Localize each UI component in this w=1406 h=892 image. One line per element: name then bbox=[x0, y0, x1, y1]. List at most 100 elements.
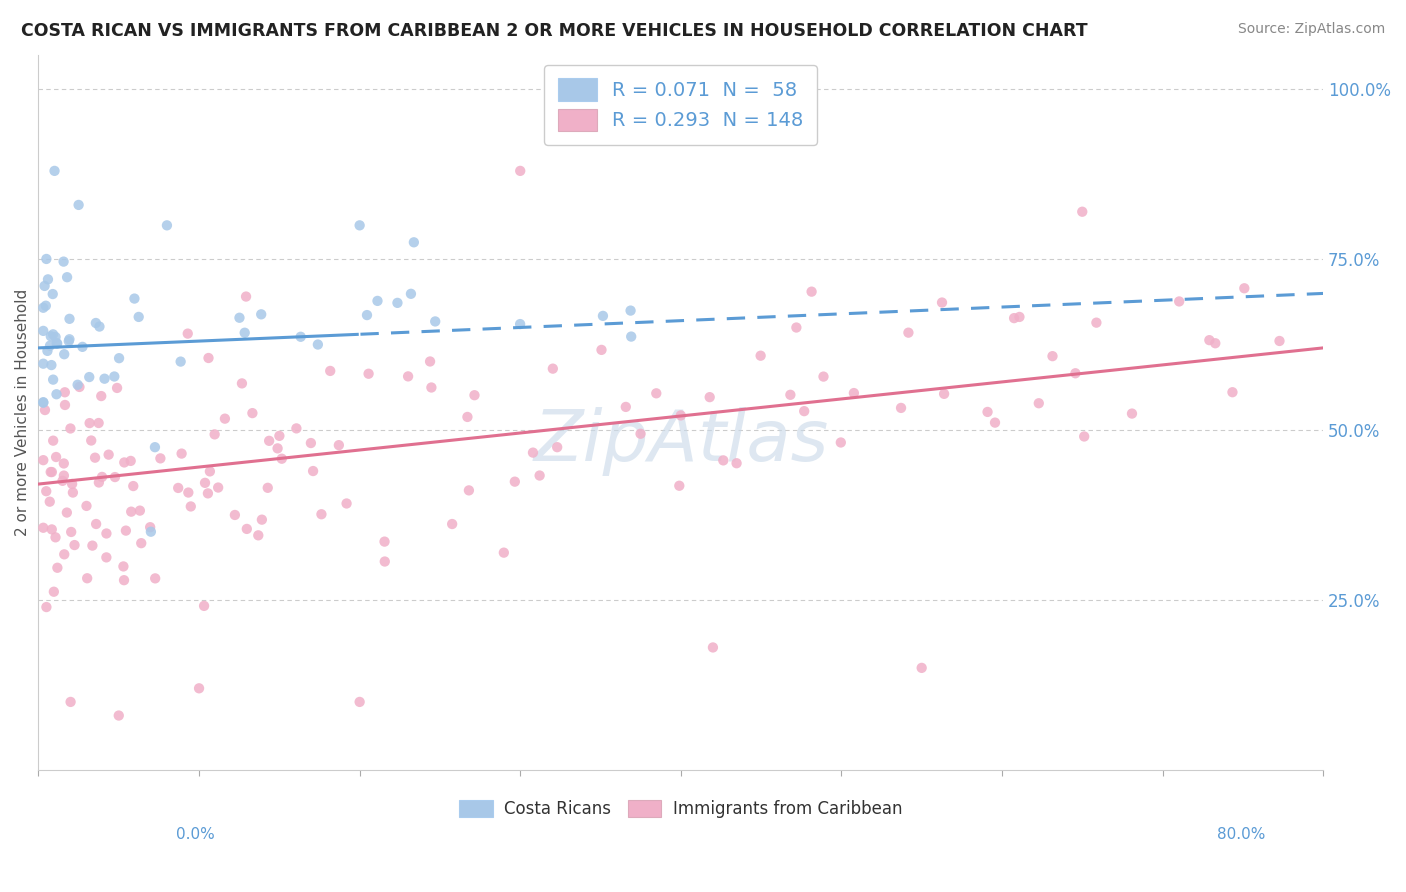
Point bbox=[82, 539, 104, 553]
Point bbox=[35, 252, 58, 266]
Point bbox=[149, 451, 172, 466]
Point bbox=[1028, 396, 1050, 410]
Point bbox=[319, 364, 342, 378]
Point bbox=[290, 330, 312, 344]
Point bbox=[976, 405, 998, 419]
Point bbox=[32, 395, 55, 409]
Point bbox=[1121, 407, 1143, 421]
Point bbox=[32, 357, 55, 371]
Point bbox=[67, 198, 90, 212]
Point bbox=[793, 404, 815, 418]
Point bbox=[349, 695, 371, 709]
Point bbox=[76, 499, 98, 513]
Point bbox=[285, 421, 308, 435]
Point bbox=[458, 483, 481, 498]
Point bbox=[87, 475, 110, 490]
Point bbox=[177, 326, 200, 341]
Point bbox=[546, 440, 568, 454]
Point bbox=[842, 386, 865, 401]
Point bbox=[42, 434, 65, 448]
Point bbox=[156, 219, 179, 233]
Point bbox=[170, 447, 193, 461]
Point bbox=[463, 388, 485, 402]
Point bbox=[984, 416, 1007, 430]
Point bbox=[197, 486, 219, 500]
Point bbox=[58, 332, 80, 346]
Point bbox=[387, 296, 409, 310]
Point bbox=[34, 403, 56, 417]
Point bbox=[112, 455, 135, 469]
Point bbox=[52, 457, 75, 471]
Point bbox=[911, 661, 934, 675]
Point bbox=[228, 310, 250, 325]
Point bbox=[32, 521, 55, 535]
Point bbox=[1233, 281, 1256, 295]
Point bbox=[112, 559, 135, 574]
Point bbox=[38, 494, 60, 508]
Point bbox=[785, 320, 807, 334]
Point bbox=[167, 481, 190, 495]
Point bbox=[800, 285, 823, 299]
Point bbox=[56, 270, 79, 285]
Point bbox=[813, 369, 835, 384]
Point bbox=[53, 547, 76, 561]
Point bbox=[932, 387, 955, 401]
Point bbox=[45, 330, 67, 344]
Point bbox=[402, 235, 425, 250]
Point bbox=[931, 295, 953, 310]
Point bbox=[266, 442, 288, 456]
Point bbox=[107, 708, 129, 723]
Point bbox=[87, 416, 110, 430]
Point bbox=[456, 409, 478, 424]
Point bbox=[35, 600, 58, 615]
Point bbox=[591, 343, 613, 357]
Point bbox=[39, 465, 62, 479]
Point bbox=[37, 272, 59, 286]
Point bbox=[224, 508, 246, 522]
Point bbox=[247, 528, 270, 542]
Point bbox=[129, 536, 152, 550]
Point bbox=[56, 506, 79, 520]
Point bbox=[128, 503, 150, 517]
Point bbox=[509, 317, 531, 331]
Point bbox=[1198, 333, 1220, 347]
Point bbox=[53, 347, 76, 361]
Point bbox=[399, 286, 422, 301]
Point bbox=[349, 219, 371, 233]
Point bbox=[725, 456, 748, 470]
Text: 0.0%: 0.0% bbox=[176, 827, 215, 841]
Point bbox=[336, 496, 359, 510]
Point bbox=[645, 386, 668, 401]
Point bbox=[105, 381, 128, 395]
Point bbox=[93, 372, 115, 386]
Point bbox=[779, 388, 801, 402]
Point bbox=[541, 361, 564, 376]
Point bbox=[204, 427, 226, 442]
Point bbox=[699, 390, 721, 404]
Point bbox=[53, 398, 76, 412]
Point bbox=[235, 289, 257, 303]
Point bbox=[103, 369, 125, 384]
Point bbox=[35, 484, 58, 499]
Point bbox=[197, 351, 219, 365]
Point bbox=[120, 454, 142, 468]
Point bbox=[37, 343, 59, 358]
Point bbox=[420, 380, 443, 394]
Point bbox=[58, 311, 80, 326]
Point bbox=[42, 287, 65, 301]
Point bbox=[1085, 316, 1108, 330]
Point bbox=[357, 367, 380, 381]
Point bbox=[529, 468, 551, 483]
Point bbox=[1042, 349, 1064, 363]
Point bbox=[59, 695, 82, 709]
Point bbox=[72, 340, 94, 354]
Point bbox=[1168, 294, 1191, 309]
Point bbox=[1064, 366, 1087, 380]
Point bbox=[374, 555, 396, 569]
Point bbox=[194, 475, 217, 490]
Point bbox=[108, 351, 131, 366]
Point bbox=[42, 373, 65, 387]
Point bbox=[80, 434, 103, 448]
Point bbox=[139, 520, 162, 534]
Point bbox=[425, 314, 447, 328]
